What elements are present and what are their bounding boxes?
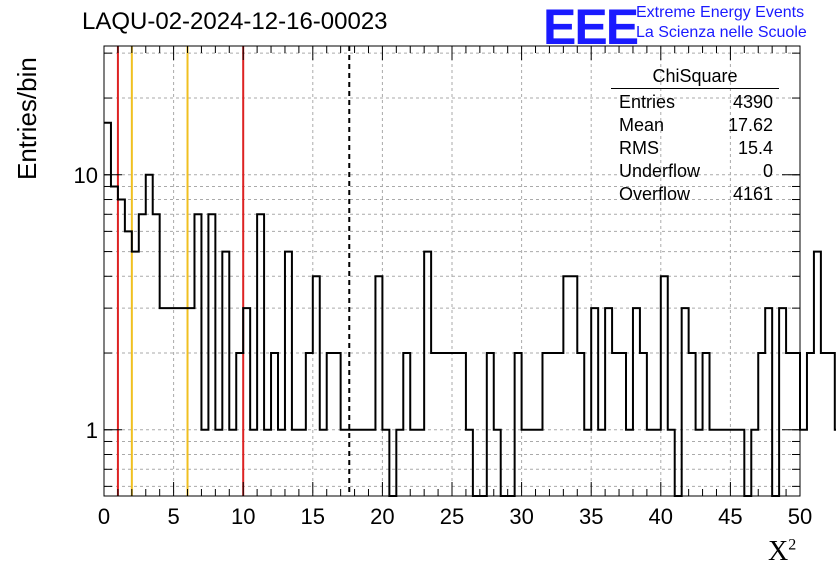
x-tick-label: 20 xyxy=(370,504,394,529)
x-tick-label: 5 xyxy=(167,504,179,529)
stats-box: ChiSquare Entries 4390 Mean 17.62 RMS 15.4 … xyxy=(611,66,779,206)
x-tick-label: 35 xyxy=(579,504,603,529)
stats-row-mean: Mean 17.62 xyxy=(619,115,773,135)
eee-logo: EEE xyxy=(543,0,639,55)
histogram-line xyxy=(104,121,836,497)
y-tick-label: 10 xyxy=(74,163,98,188)
x-axis-label: X2 xyxy=(768,536,797,567)
y-axis-label: Entries/bin xyxy=(12,57,42,180)
stats-title: ChiSquare xyxy=(611,66,779,89)
stats-row-underflow: Underflow 0 xyxy=(619,161,773,181)
stats-row-entries: Entries 4390 xyxy=(619,92,773,112)
x-tick-label: 15 xyxy=(301,504,325,529)
chart-title: LAQU-02-2024-12-16-00023 xyxy=(82,8,388,35)
stats-row-rms: RMS 15.4 xyxy=(619,138,773,158)
logo-line-2: La Scienza nelle Scuole xyxy=(636,24,807,41)
x-tick-label: 45 xyxy=(718,504,742,529)
logo-line-1: Extreme Energy Events xyxy=(636,4,805,21)
stats-row-overflow: Overflow 4161 xyxy=(619,184,773,204)
x-tick-label: 40 xyxy=(649,504,673,529)
x-tick-label: 0 xyxy=(98,504,110,529)
y-tick-label: 1 xyxy=(86,418,98,443)
x-tick-label: 10 xyxy=(231,504,255,529)
x-tick-label: 30 xyxy=(509,504,533,529)
x-tick-label: 25 xyxy=(440,504,464,529)
x-tick-label: 50 xyxy=(788,504,812,529)
